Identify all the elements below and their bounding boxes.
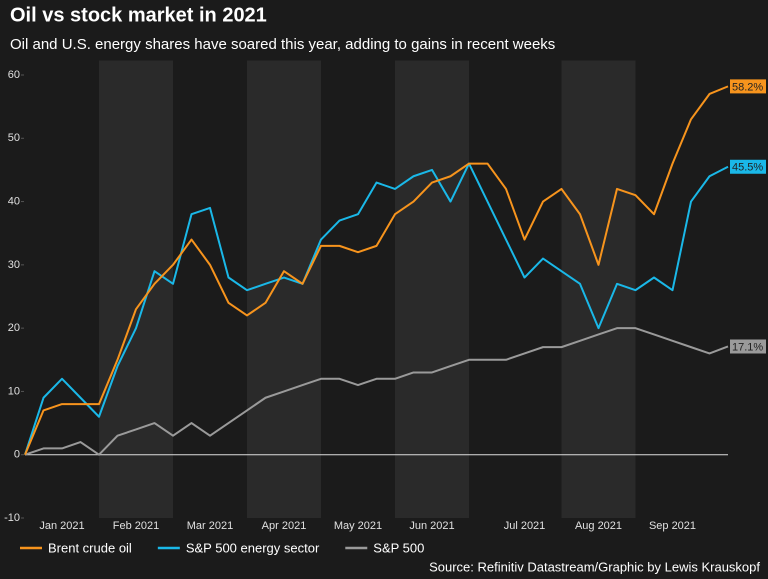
end-label-box: [730, 79, 766, 94]
x-tick-label: Sep 2021: [649, 520, 696, 532]
y-tick-label: 20: [8, 322, 20, 334]
y-tick-label: -10: [4, 512, 20, 524]
y-tick-label: 10: [8, 385, 20, 397]
legend-label: Brent crude oil: [48, 540, 132, 555]
chart-title: Oil vs stock market in 2021: [10, 4, 267, 26]
y-tick-label: 0: [14, 449, 20, 461]
month-band: [99, 60, 173, 518]
legend-label: S&P 500: [373, 540, 424, 555]
x-tick-label: Jul 2021: [504, 520, 546, 532]
y-tick-label: 50: [8, 132, 20, 144]
month-band: [395, 60, 469, 518]
end-label-box: [730, 339, 766, 354]
end-label: 45.5%: [732, 162, 763, 174]
x-tick-label: Mar 2021: [187, 520, 233, 532]
x-tick-label: Apr 2021: [262, 520, 307, 532]
source: Source: Refinitiv Datastream/Graphic by …: [429, 559, 760, 574]
series-line: [24, 327, 729, 456]
month-band: [247, 60, 321, 518]
y-tick-label: 40: [8, 195, 20, 207]
x-tick-label: Feb 2021: [113, 520, 159, 532]
month-bands: [99, 60, 636, 518]
end-label-box: [730, 159, 766, 174]
chart-subtitle: Oil and U.S. energy shares have soared t…: [10, 36, 555, 53]
month-band: [561, 60, 636, 518]
end-label: 17.1%: [732, 341, 763, 353]
legend-label: S&P 500 energy sector: [186, 540, 320, 555]
series-line: [24, 85, 729, 456]
series-line: [24, 162, 729, 456]
y-tick-label: 60: [8, 69, 20, 81]
x-tick-label: Jun 2021: [409, 520, 454, 532]
end-label: 58.2%: [732, 81, 763, 93]
x-tick-label: May 2021: [334, 520, 382, 532]
x-tick-label: Jan 2021: [39, 520, 84, 532]
x-tick-label: Aug 2021: [575, 520, 622, 532]
y-tick-label: 30: [8, 259, 20, 271]
